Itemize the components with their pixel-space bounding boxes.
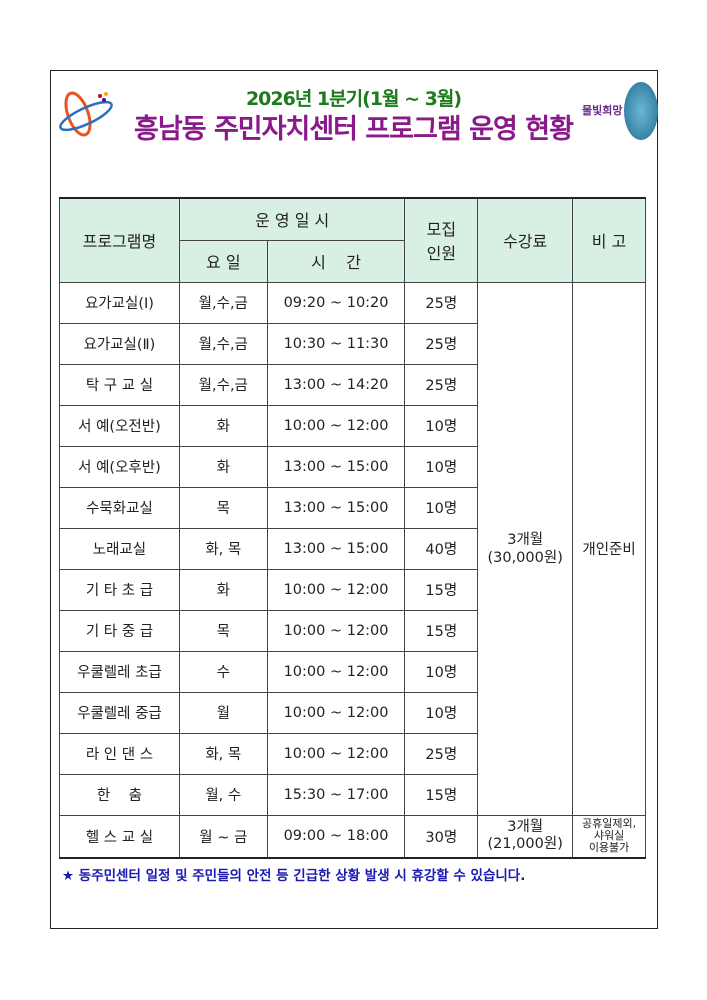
table-row: 노래교실 화, 목 13:00 ~ 15:00 40명 — [59, 527, 646, 570]
program-day: 화, 목 — [178, 732, 268, 775]
program-name: 한 춤 — [59, 773, 180, 816]
program-name: 탁 구 교 실 — [59, 363, 180, 406]
program-time: 09:00 ~ 18:00 — [266, 814, 406, 859]
program-name: 노래교실 — [59, 527, 180, 570]
program-time: 10:00 ~ 12:00 — [266, 404, 406, 447]
program-capacity: 10명 — [404, 486, 479, 529]
program-capacity: 25명 — [404, 363, 479, 406]
group-remarks: 개인준비 — [572, 281, 646, 816]
program-day: 화 — [178, 568, 268, 611]
program-day: 월,수,금 — [178, 322, 268, 365]
header-day: 요 일 — [178, 239, 268, 283]
table-row: 헬 스 교 실 월 ~ 금 09:00 ~ 18:00 30명 3개월 (21,… — [59, 814, 646, 859]
program-capacity: 10명 — [404, 445, 479, 488]
program-name: 서 예(오후반) — [59, 445, 180, 488]
program-time: 10:00 ~ 12:00 — [266, 650, 406, 693]
program-day: 목 — [178, 609, 268, 652]
program-name: 우쿨렐레 초급 — [59, 650, 180, 693]
program-name: 서 예(오전반) — [59, 404, 180, 447]
table-row: 라 인 댄 스 화, 목 10:00 ~ 12:00 25명 — [59, 732, 646, 775]
program-day: 화 — [178, 404, 268, 447]
table-row: 탁 구 교 실 월,수,금 13:00 ~ 14:20 25명 — [59, 363, 646, 406]
program-day: 월,수,금 — [178, 281, 268, 324]
program-capacity: 10명 — [404, 650, 479, 693]
program-capacity: 10명 — [404, 404, 479, 447]
group-fee: 3개월 (30,000원) — [477, 281, 574, 816]
program-time: 10:00 ~ 12:00 — [266, 732, 406, 775]
program-day: 수 — [178, 650, 268, 693]
program-time: 13:00 ~ 14:20 — [266, 363, 406, 406]
program-capacity: 40명 — [404, 527, 479, 570]
program-time: 13:00 ~ 15:00 — [266, 527, 406, 570]
program-remarks: 공휴일제외, 샤워실 이용불가 — [572, 814, 646, 859]
program-time: 13:00 ~ 15:00 — [266, 486, 406, 529]
program-capacity: 30명 — [404, 814, 479, 859]
logo-left — [59, 91, 113, 137]
program-time: 13:00 ~ 15:00 — [266, 445, 406, 488]
document-frame — [50, 70, 658, 929]
program-time: 15:30 ~ 17:00 — [266, 773, 406, 816]
program-fee: 3개월 (21,000원) — [477, 814, 574, 859]
program-day: 월 ~ 금 — [178, 814, 268, 859]
program-name: 헬 스 교 실 — [59, 814, 180, 859]
table-row: 우쿨렐레 중급 월 10:00 ~ 12:00 10명 — [59, 691, 646, 734]
program-time: 10:30 ~ 11:30 — [266, 322, 406, 365]
table-row: 요가교실(Ⅰ) 월,수,금 09:20 ~ 10:20 25명 3개월 (30,0… — [59, 281, 646, 816]
notice-text: ★ 동주민센터 일정 및 주민들의 안전 등 긴급한 상황 발생 시 휴강할 수… — [62, 868, 526, 884]
program-name: 라 인 댄 스 — [59, 732, 180, 775]
program-capacity: 25명 — [404, 281, 479, 324]
program-capacity: 15명 — [404, 773, 479, 816]
program-time: 09:20 ~ 10:20 — [266, 281, 406, 324]
header-fee: 수강료 — [477, 197, 574, 283]
page-subtitle: 2026년 1분기(1월 ~ 3월) — [245, 88, 462, 110]
program-capacity: 10명 — [404, 691, 479, 734]
program-time: 10:00 ~ 12:00 — [266, 691, 406, 734]
program-name: 요가교실(Ⅱ) — [59, 322, 180, 365]
table-row: 기 타 초 급 화 10:00 ~ 12:00 15명 — [59, 568, 646, 611]
table-row: 한 춤 월, 수 15:30 ~ 17:00 15명 — [59, 773, 646, 816]
program-day: 화, 목 — [178, 527, 268, 570]
page-title: 흥남동 주민자치센터 프로그램 운영 현황 — [134, 114, 574, 145]
header-time: 시 간 — [266, 239, 406, 283]
program-capacity: 15명 — [404, 568, 479, 611]
program-name: 요가교실(Ⅰ) — [59, 281, 180, 324]
program-day: 월, 수 — [178, 773, 268, 816]
table-row: 서 예(오전반) 화 10:00 ~ 12:00 10명 — [59, 404, 646, 447]
program-name: 수묵화교실 — [59, 486, 180, 529]
program-day: 목 — [178, 486, 268, 529]
program-name: 우쿨렐레 중급 — [59, 691, 180, 734]
header-remarks: 비 고 — [572, 197, 646, 283]
program-name: 기 타 중 급 — [59, 609, 180, 652]
program-name: 기 타 초 급 — [59, 568, 180, 611]
program-day: 월 — [178, 691, 268, 734]
program-capacity: 15명 — [404, 609, 479, 652]
program-time: 10:00 ~ 12:00 — [266, 568, 406, 611]
program-day: 월,수,금 — [178, 363, 268, 406]
table-row: 요가교실(Ⅱ) 월,수,금 10:30 ~ 11:30 25명 — [59, 322, 646, 365]
program-capacity: 25명 — [404, 732, 479, 775]
program-time: 10:00 ~ 12:00 — [266, 609, 406, 652]
header-capacity: 모집 인원 — [404, 197, 479, 283]
header-program: 프로그램명 — [59, 197, 180, 283]
header-schedule: 운 영 일 시 — [178, 197, 406, 241]
program-capacity: 25명 — [404, 322, 479, 365]
table-row: 우쿨렐레 초급 수 10:00 ~ 12:00 10명 — [59, 650, 646, 693]
program-table: 프로그램명 운 영 일 시 모집 인원 수강료 비 고 요 일 시 간 요가교실… — [59, 197, 646, 859]
program-day: 화 — [178, 445, 268, 488]
